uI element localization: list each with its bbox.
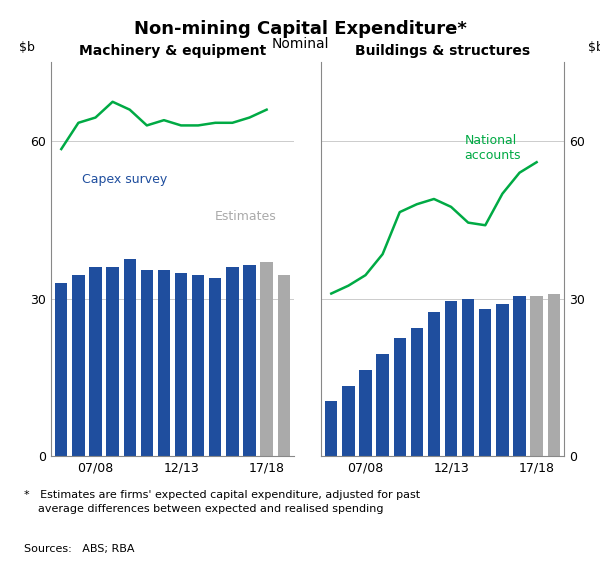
Title: Buildings & structures: Buildings & structures <box>355 44 530 58</box>
Bar <box>89 267 101 456</box>
Bar <box>244 265 256 456</box>
Text: $b: $b <box>588 41 600 54</box>
Bar <box>445 302 457 456</box>
Bar <box>342 386 355 456</box>
Bar <box>428 312 440 456</box>
Bar <box>325 401 337 456</box>
Bar <box>175 273 187 456</box>
Bar <box>376 354 389 456</box>
Text: *   Estimates are firms' expected capital expenditure, adjusted for past
    ave: * Estimates are firms' expected capital … <box>24 490 420 514</box>
Bar <box>278 275 290 456</box>
Bar <box>394 338 406 456</box>
Bar <box>226 267 239 456</box>
Title: Machinery & equipment: Machinery & equipment <box>79 44 266 58</box>
Bar <box>514 296 526 456</box>
Text: Sources:   ABS; RBA: Sources: ABS; RBA <box>24 544 134 555</box>
Bar <box>410 328 423 456</box>
Bar <box>124 260 136 456</box>
Bar <box>140 270 153 456</box>
Bar <box>479 310 491 456</box>
Bar <box>530 296 543 456</box>
Bar <box>72 275 85 456</box>
Bar <box>158 270 170 456</box>
Bar <box>106 267 119 456</box>
Text: Capex survey: Capex survey <box>82 173 167 186</box>
Bar <box>192 275 205 456</box>
Bar <box>209 278 221 456</box>
Bar <box>55 283 67 456</box>
Text: Estimates: Estimates <box>215 210 277 223</box>
Bar <box>260 262 273 456</box>
Text: Nominal: Nominal <box>271 37 329 51</box>
Bar <box>548 294 560 456</box>
Text: National
accounts: National accounts <box>465 134 521 162</box>
Bar <box>462 299 475 456</box>
Text: $b: $b <box>19 41 35 54</box>
Bar <box>496 304 509 456</box>
Bar <box>359 370 371 456</box>
Text: Non-mining Capital Expenditure*: Non-mining Capital Expenditure* <box>134 20 466 38</box>
